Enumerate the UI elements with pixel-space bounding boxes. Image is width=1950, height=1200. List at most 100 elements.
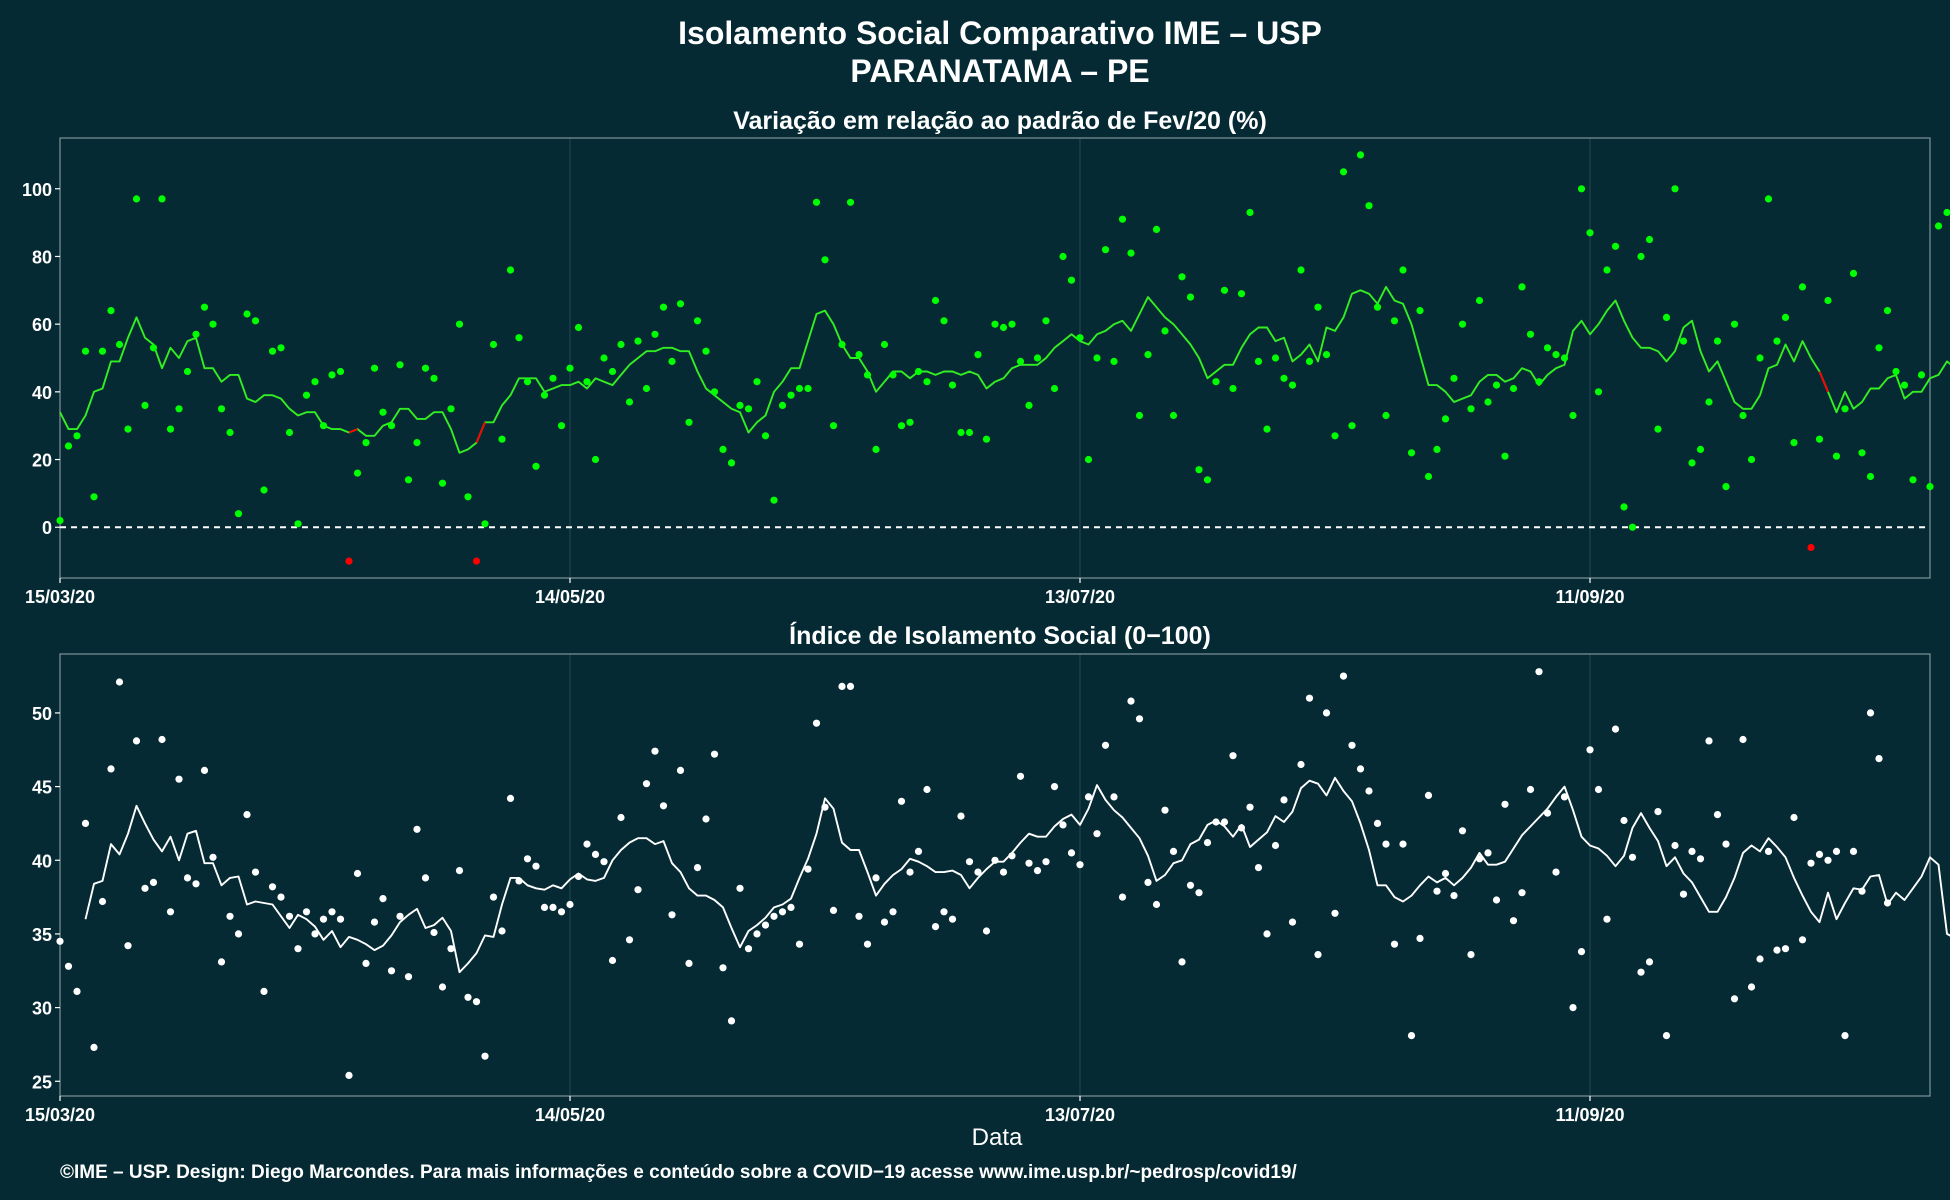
data-point: [1696, 855, 1705, 863]
data-point: [336, 367, 345, 376]
data-point: [1229, 384, 1237, 393]
data-point: [158, 195, 166, 203]
data-point: [387, 422, 396, 430]
data-point: [243, 310, 251, 318]
data-point: [1747, 455, 1756, 464]
data-point: [362, 439, 370, 447]
data-point: [770, 912, 778, 920]
data-point: [651, 330, 659, 338]
data-point: [1059, 252, 1067, 261]
data-point: [1322, 351, 1331, 359]
data-point: [268, 883, 277, 891]
series-moving-average-line: [59, 285, 1950, 454]
data-point: [1892, 367, 1900, 376]
data-point: [1373, 819, 1382, 828]
data-point: [1246, 803, 1254, 811]
bottom-panel-title: Índice de Isolamento Social (0−100): [789, 621, 1211, 650]
data-point: [1858, 449, 1866, 457]
data-point: [1161, 806, 1169, 814]
data-point: [1067, 849, 1076, 857]
data-point: [243, 811, 251, 819]
data-point: [889, 371, 897, 379]
data-point: [778, 908, 787, 916]
y-tick-label: 80: [32, 247, 52, 267]
series-negative-segment: [348, 428, 358, 434]
data-point: [336, 915, 345, 923]
data-point: [736, 884, 744, 892]
data-point: [1144, 878, 1152, 887]
data-point: [1526, 785, 1535, 794]
data-point: [1705, 398, 1713, 406]
data-point: [1229, 752, 1237, 760]
data-point: [880, 340, 889, 349]
data-point: [345, 1071, 353, 1079]
data-point: [1254, 864, 1263, 872]
data-point: [1484, 398, 1492, 406]
data-point: [625, 398, 634, 406]
data-point: [1271, 841, 1280, 850]
data-point: [761, 921, 770, 929]
data-point: [1033, 354, 1042, 362]
data-point: [1637, 968, 1645, 976]
data-point: [863, 371, 872, 379]
data-point: [209, 853, 217, 861]
data-point: [1909, 476, 1917, 484]
data-point: [685, 959, 693, 968]
data-point: [1076, 861, 1084, 869]
data-point: [124, 942, 132, 950]
chart-subtitle: PARANATAMA – PE: [850, 53, 1149, 89]
data-point: [1169, 847, 1178, 856]
data-point: [209, 320, 217, 328]
data-point: [1127, 697, 1135, 705]
data-point: [260, 987, 268, 996]
data-point: [251, 868, 260, 876]
data-point: [855, 912, 863, 920]
data-point: [183, 874, 192, 882]
data-point: [1773, 946, 1781, 954]
data-point: [838, 682, 846, 691]
data-point: [549, 374, 557, 382]
data-point: [1518, 889, 1526, 897]
top-panel: 0 20 40 60 80 100 15/03/20 14/05/20 13/07/20 11/0…: [22, 137, 1950, 607]
data-point: [1135, 715, 1144, 723]
data-point: [1688, 847, 1696, 856]
data-point: [277, 893, 285, 901]
data-point: [1509, 384, 1518, 393]
data-point: [472, 557, 481, 565]
data-point: [1722, 840, 1730, 848]
x-tick-label: 13/07/20: [1045, 1105, 1115, 1125]
data-point: [277, 344, 285, 352]
data-point: [1008, 852, 1016, 860]
data-point: [889, 908, 897, 916]
data-point: [1263, 425, 1271, 433]
y-tick-label: 100: [22, 180, 52, 200]
data-point: [1271, 354, 1280, 362]
data-point: [192, 880, 200, 888]
data-point: [744, 945, 753, 953]
data-point: [90, 493, 98, 501]
data-point: [702, 815, 710, 823]
data-point: [1212, 818, 1220, 826]
data-point: [880, 918, 889, 926]
data-point: [1220, 286, 1229, 294]
data-point: [1305, 694, 1314, 702]
data-point: [1186, 881, 1195, 889]
data-point: [353, 869, 362, 878]
data-point: [1790, 813, 1798, 822]
data-point: [1501, 452, 1509, 460]
data-point: [1773, 337, 1781, 345]
data-point: [1331, 432, 1339, 440]
y-tick-label: 40: [32, 383, 52, 403]
data-point: [1611, 242, 1620, 250]
data-point: [600, 858, 608, 866]
data-point: [489, 893, 498, 901]
data-point: [1025, 859, 1033, 867]
data-point: [1849, 847, 1858, 856]
data-point: [1382, 840, 1390, 848]
x-tick-label: 15/03/20: [25, 1105, 95, 1125]
data-point: [1535, 668, 1543, 676]
data-point: [1747, 983, 1756, 991]
data-point: [166, 908, 175, 916]
data-point: [396, 361, 404, 369]
data-point: [472, 998, 481, 1006]
